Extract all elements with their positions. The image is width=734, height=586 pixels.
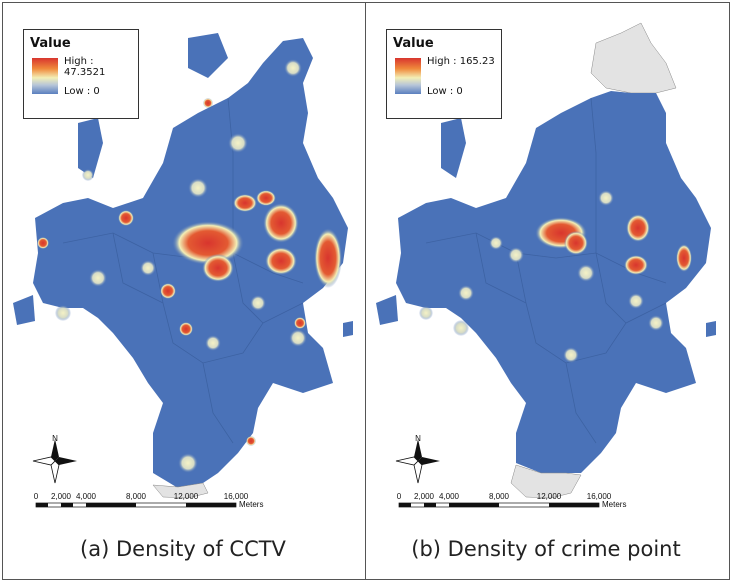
svg-text:0: 0 — [34, 492, 39, 501]
caption-a: (a) Density of CCTV — [80, 537, 286, 561]
svg-text:0: 0 — [397, 492, 402, 501]
panel-divider — [365, 2, 366, 580]
hot-spots — [37, 98, 342, 446]
region-island — [13, 295, 35, 325]
svg-text:4,000: 4,000 — [439, 492, 460, 501]
north-arrow-icon — [395, 439, 440, 484]
warm-spots — [419, 190, 664, 363]
svg-text:Meters: Meters — [602, 500, 626, 509]
svg-text:16,000: 16,000 — [587, 492, 612, 501]
caption-b: (b) Density of crime point — [411, 537, 681, 561]
nodata-area — [152, 482, 209, 499]
warm-spots — [55, 59, 307, 473]
legend-low: Low : 0 — [427, 86, 463, 97]
legend-high: High : 165.23 — [427, 56, 495, 67]
svg-text:8,000: 8,000 — [126, 492, 147, 501]
figure-frame — [2, 2, 730, 580]
cctv-density-map: N 0 2,000 4,000 8,000 12,000 16,000 Mete… — [13, 33, 353, 509]
region-island — [441, 118, 466, 178]
north-arrow-icon — [32, 439, 77, 484]
north-label: N — [415, 434, 421, 443]
region-island — [706, 321, 716, 337]
panel-crime: N 0 2,000 4,000 8,000 12,000 16,000 Mete… — [366, 3, 726, 579]
legend: Value High : 47.3521 Low : 0 — [23, 29, 139, 119]
region-island — [376, 295, 398, 325]
svg-text:12,000: 12,000 — [174, 492, 199, 501]
region-island — [78, 118, 103, 178]
scale-bar — [398, 502, 600, 508]
legend-title: Value — [30, 36, 71, 51]
svg-text:12,000: 12,000 — [537, 492, 562, 501]
legend-color-ramp — [395, 58, 421, 94]
region-island — [188, 33, 228, 78]
legend-high: High : 47.3521 — [64, 56, 106, 78]
scale-bar — [35, 502, 237, 508]
scale-labels: 0 2,000 4,000 8,000 12,000 16,000 Meters — [397, 492, 627, 509]
svg-text:2,000: 2,000 — [51, 492, 72, 501]
svg-text:16,000: 16,000 — [224, 492, 249, 501]
nodata-area — [510, 464, 582, 499]
legend: Value High : 165.23 Low : 0 — [386, 29, 502, 119]
nodata-area — [590, 22, 677, 94]
svg-text:4,000: 4,000 — [76, 492, 97, 501]
legend-low: Low : 0 — [64, 86, 100, 97]
panel-cctv: N 0 2,000 4,000 8,000 12,000 16,000 Mete… — [3, 3, 363, 579]
crime-density-map: N 0 2,000 4,000 8,000 12,000 16,000 Mete… — [376, 22, 716, 509]
north-label: N — [52, 434, 58, 443]
svg-text:Meters: Meters — [239, 500, 263, 509]
region-island — [343, 321, 353, 337]
svg-text:8,000: 8,000 — [489, 492, 510, 501]
scale-labels: 0 2,000 4,000 8,000 12,000 16,000 Meters — [34, 492, 264, 509]
region-landmass — [396, 91, 711, 473]
svg-text:2,000: 2,000 — [414, 492, 435, 501]
legend-title: Value — [393, 36, 434, 51]
region-landmass — [33, 38, 348, 488]
legend-color-ramp — [32, 58, 58, 94]
hot-spots — [535, 214, 692, 275]
